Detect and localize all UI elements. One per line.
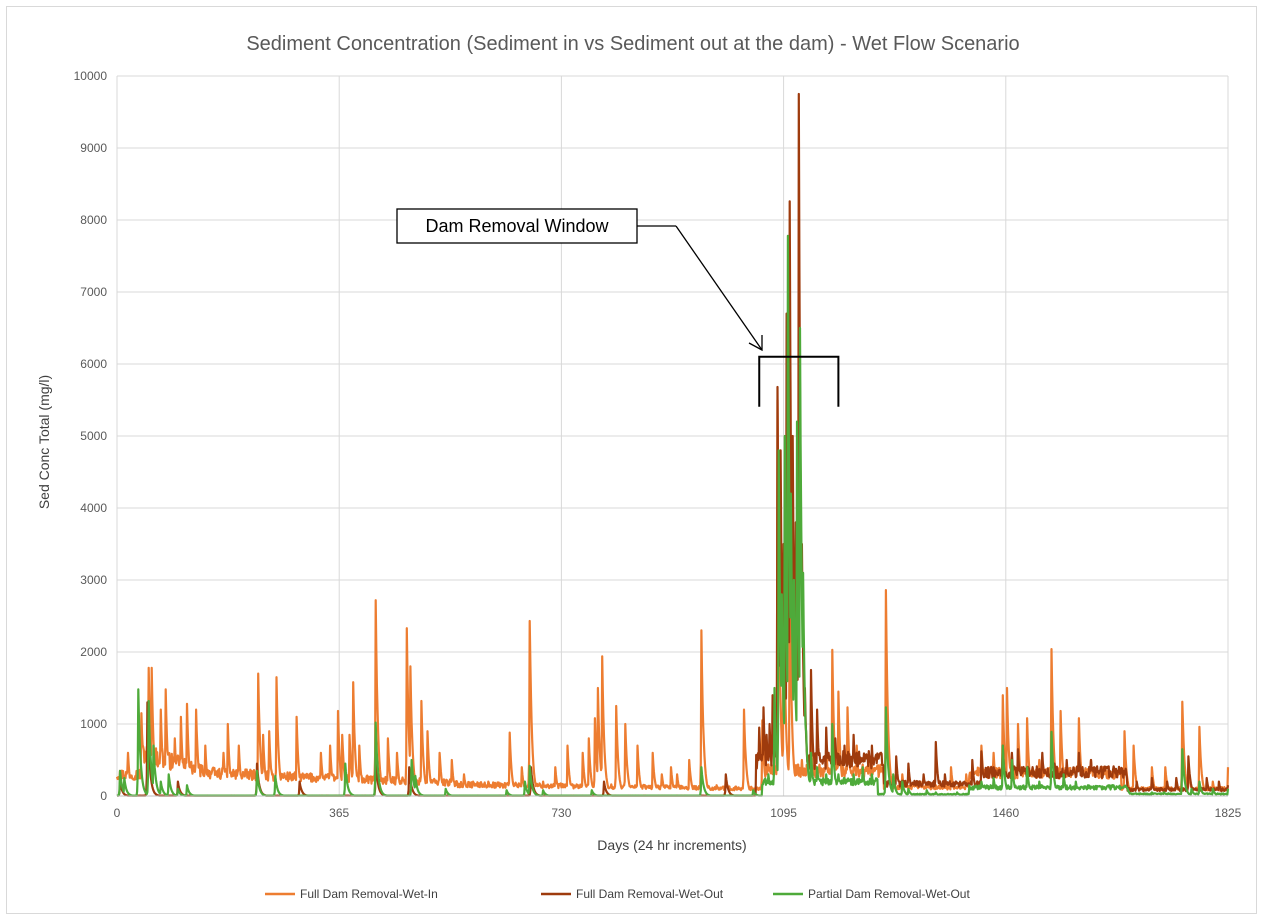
y-tick-label: 5000 [80, 429, 107, 443]
y-tick-label: 4000 [80, 501, 107, 515]
annotation-text: Dam Removal Window [425, 216, 609, 236]
series-layer [115, 92, 1230, 797]
x-tick-label: 0 [114, 806, 121, 820]
series-line-2 [116, 92, 1230, 797]
y-tick-label: 0 [100, 789, 107, 803]
annotation-leader-arrow-shaft [675, 225, 763, 351]
chart-title: Sediment Concentration (Sediment in vs S… [246, 33, 1019, 55]
legend-label-2: Full Dam Removal-Wet-Out [576, 887, 724, 901]
x-tick-label: 1460 [992, 806, 1019, 820]
annotation-box [396, 208, 638, 244]
x-tick-label: 730 [551, 806, 571, 820]
series-line-1 [115, 398, 1230, 792]
x-axis-label: Days (24 hr increments) [597, 837, 746, 853]
chart-svg: Sediment Concentration (Sediment in vs S… [36, 33, 1242, 901]
y-tick-label: 1000 [80, 717, 107, 731]
axis-layer: 0 1000 2000 3000 4000 5000 6000 7000 8000 9000 100… [74, 69, 1242, 820]
y-tick-label: 3000 [80, 573, 107, 587]
legend-label-3: Partial Dam Removal-Wet-Out [808, 887, 970, 901]
dam-removal-window-bracket [758, 355, 840, 407]
grid [116, 75, 1229, 797]
legend-label-1: Full Dam Removal-Wet-In [300, 887, 438, 901]
annotation: Dam Removal Window [396, 208, 840, 407]
annotation-arrowhead [748, 335, 763, 352]
y-tick-label: 8000 [80, 213, 107, 227]
chart-frame: Sediment Concentration (Sediment in vs S… [6, 6, 1257, 914]
x-tick-label: 1825 [1215, 806, 1242, 820]
y-tick-label: 10000 [74, 69, 108, 83]
x-tick-label: 1095 [770, 806, 797, 820]
y-tick-label: 2000 [80, 645, 107, 659]
y-tick-label: 7000 [80, 285, 107, 299]
x-tick-label: 365 [329, 806, 349, 820]
legend: Full Dam Removal-Wet-In Full Dam Removal-… [265, 887, 970, 901]
y-axis-label: Sed Conc Total (mg/l) [36, 375, 52, 509]
y-tick-label: 6000 [80, 357, 107, 371]
y-tick-label: 9000 [80, 141, 107, 155]
